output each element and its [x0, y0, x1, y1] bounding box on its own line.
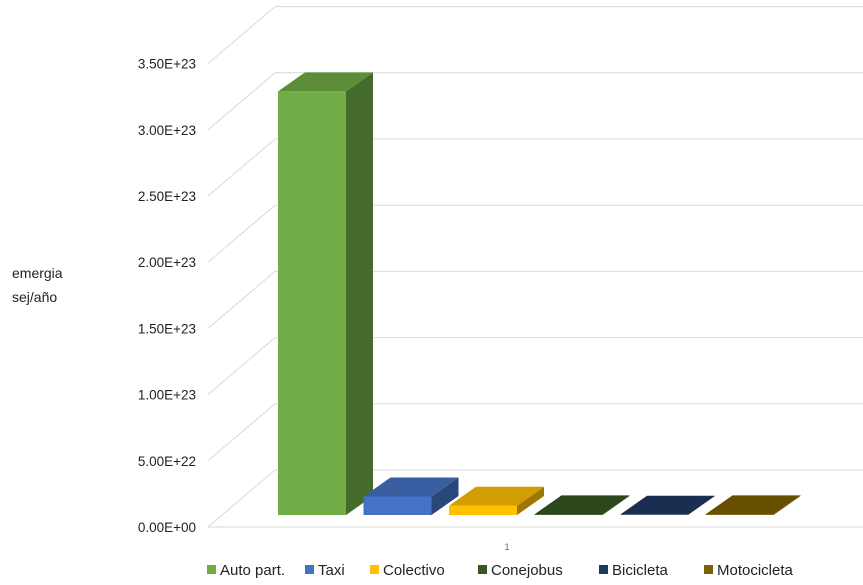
bar-auto-part: [278, 72, 373, 515]
bar-motocicleta: [705, 495, 801, 515]
legend-item: Conejobus: [478, 562, 563, 579]
legend-swatch: [207, 565, 216, 574]
bar-side: [602, 495, 630, 515]
bar-top: [449, 486, 544, 506]
bar-front: [449, 505, 517, 515]
legend-label: Colectivo: [383, 562, 445, 579]
gridline-side: [207, 138, 276, 197]
legend-item: Taxi: [305, 562, 345, 579]
bar-front: [363, 496, 432, 515]
bar-top: [534, 495, 630, 515]
y-tick-label: 2.00E+23: [138, 255, 196, 270]
legend-swatch: [305, 565, 314, 574]
legend-swatch: [370, 565, 379, 574]
bar-side: [773, 495, 801, 515]
bar-top: [620, 495, 715, 515]
bar-bicicleta: [620, 495, 715, 515]
bar-top: [278, 72, 373, 92]
gridline-side: [207, 271, 276, 329]
legend-swatch: [704, 565, 713, 574]
y-axis-ticks: 0.00E+00 5.00E+22 1.00E+23 1.50E+23 2.00E+23…: [138, 57, 196, 535]
bars: [278, 72, 801, 515]
bar-front: [705, 514, 774, 515]
y-tick-label: 1.50E+23: [138, 321, 196, 336]
bar-side: [431, 477, 459, 515]
y-tick-label: 3.50E+23: [138, 57, 196, 72]
gridline-side: [207, 72, 276, 131]
bar-front: [278, 91, 346, 515]
legend-swatch: [599, 565, 608, 574]
legend-label: Bicicleta: [612, 562, 669, 579]
bar-side: [688, 495, 715, 515]
bar-side: [517, 486, 544, 515]
y-tick-label: 5.00E+22: [138, 454, 196, 469]
legend-label: Taxi: [318, 562, 345, 579]
legend-item: Colectivo: [370, 562, 445, 579]
bar-top: [705, 495, 801, 515]
legend-label: Auto part.: [220, 562, 285, 579]
bar-front: [534, 514, 603, 515]
y-tick-label: 0.00E+00: [138, 520, 196, 535]
gridline-side: [207, 337, 276, 395]
bar-conejobus: [534, 495, 630, 515]
legend: Auto part. Taxi Colectivo Conejobus Biciclet…: [207, 562, 794, 579]
y-tick-label: 2.50E+23: [138, 189, 196, 204]
legend-item: Motocicleta: [704, 562, 794, 579]
x-axis-categories: 1: [504, 542, 509, 552]
bar-taxi: [363, 477, 459, 515]
legend-swatch: [478, 565, 487, 574]
gridline-side: [207, 6, 276, 64]
legend-item: Bicicleta: [599, 562, 669, 579]
gridline-side: [207, 204, 276, 263]
x-category-label: 1: [504, 542, 509, 552]
bar-colectivo: [449, 486, 544, 515]
legend-item: Auto part.: [207, 562, 285, 579]
bar-top: [363, 477, 459, 497]
gridline-side: [207, 403, 276, 462]
y-axis-label-line-1: emergia: [12, 265, 63, 281]
legend-label: Conejobus: [491, 562, 563, 579]
gridline-side: [207, 469, 276, 528]
bar-side: [346, 72, 373, 515]
y-tick-label: 1.00E+23: [138, 388, 196, 403]
y-axis-label-line-2: sej/año: [12, 289, 57, 305]
y-tick-label: 3.00E+23: [138, 123, 196, 138]
legend-label: Motocicleta: [717, 562, 794, 579]
